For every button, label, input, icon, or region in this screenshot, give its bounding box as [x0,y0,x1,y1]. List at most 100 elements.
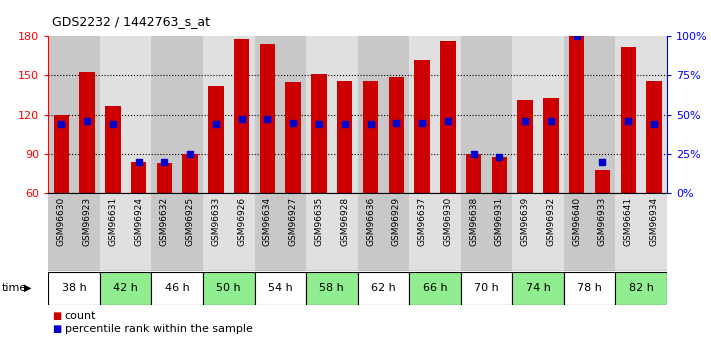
Bar [389,77,404,193]
Bar [255,193,280,271]
Bar [229,36,255,193]
Bar [126,36,151,193]
Bar [156,163,172,193]
Bar [358,272,410,305]
Bar [208,86,224,193]
Bar [126,193,151,271]
Text: GSM96933: GSM96933 [598,197,607,246]
Text: ■: ■ [52,311,61,321]
Bar [512,193,538,271]
Bar [569,36,584,193]
Text: GDS2232 / 1442763_s_at: GDS2232 / 1442763_s_at [52,14,210,28]
Text: time: time [1,283,27,293]
Bar [564,193,589,271]
Bar [183,154,198,193]
Text: GSM96934: GSM96934 [650,197,658,246]
Bar [358,36,383,193]
Bar [332,36,358,193]
Bar [48,36,74,193]
Text: percentile rank within the sample: percentile rank within the sample [65,325,252,334]
Text: 42 h: 42 h [113,283,138,293]
Text: 78 h: 78 h [577,283,602,293]
Text: 66 h: 66 h [422,283,447,293]
Bar [100,36,126,193]
Bar [461,272,512,305]
Text: GSM96641: GSM96641 [624,197,633,246]
Text: 38 h: 38 h [62,283,87,293]
Text: 58 h: 58 h [319,283,344,293]
Bar [48,272,100,305]
Bar [492,157,507,193]
Bar [203,36,229,193]
Text: 50 h: 50 h [216,283,241,293]
Bar [461,36,486,193]
Bar [234,39,250,193]
Bar [415,60,430,193]
Bar [543,98,559,193]
Text: GSM96634: GSM96634 [263,197,272,246]
Bar [131,162,146,193]
Text: GSM96639: GSM96639 [520,197,530,246]
Text: GSM96640: GSM96640 [572,197,581,246]
Text: 46 h: 46 h [165,283,190,293]
Bar [589,193,615,271]
Text: GSM96926: GSM96926 [237,197,246,246]
Bar [74,36,100,193]
Bar [564,36,589,193]
Text: GSM96929: GSM96929 [392,197,401,246]
Bar [564,272,616,305]
Bar [105,106,121,193]
Bar [255,272,306,305]
Bar [229,193,255,271]
Text: GSM96631: GSM96631 [108,197,117,246]
Bar [410,193,435,271]
Text: GSM96630: GSM96630 [57,197,65,246]
Text: GSM96932: GSM96932 [547,197,555,246]
Bar [616,193,641,271]
Bar [100,193,126,271]
Bar [616,272,667,305]
Bar [286,82,301,193]
Text: GSM96925: GSM96925 [186,197,195,246]
Text: GSM96638: GSM96638 [469,197,478,246]
Text: 62 h: 62 h [371,283,396,293]
Bar [177,36,203,193]
Text: GSM96931: GSM96931 [495,197,504,246]
Bar [260,44,275,193]
Text: 74 h: 74 h [525,283,550,293]
Bar [306,193,332,271]
Bar [440,41,456,193]
Bar [80,71,95,193]
Bar [358,193,383,271]
Bar [512,272,564,305]
Bar [518,100,533,193]
Text: 70 h: 70 h [474,283,499,293]
Bar [48,193,74,271]
Bar [435,36,461,193]
Bar [332,193,358,271]
Text: GSM96637: GSM96637 [417,197,427,246]
Bar [513,36,538,193]
Text: ■: ■ [52,325,61,334]
Text: GSM96636: GSM96636 [366,197,375,246]
Bar [383,193,410,271]
Bar [203,272,255,305]
Bar [466,154,481,193]
Bar [435,193,461,271]
Text: GSM96928: GSM96928 [341,197,349,246]
Bar [616,36,641,193]
Bar [641,36,667,193]
Bar [311,74,327,193]
Bar [306,272,358,305]
Bar [410,272,461,305]
Bar [203,193,229,271]
Bar [53,115,69,193]
Text: 82 h: 82 h [629,283,653,293]
Bar [306,36,332,193]
Bar [255,36,280,193]
Text: ▶: ▶ [24,283,32,293]
Bar [151,193,177,271]
Text: GSM96632: GSM96632 [160,197,169,246]
Bar [383,36,410,193]
Bar [280,193,306,271]
